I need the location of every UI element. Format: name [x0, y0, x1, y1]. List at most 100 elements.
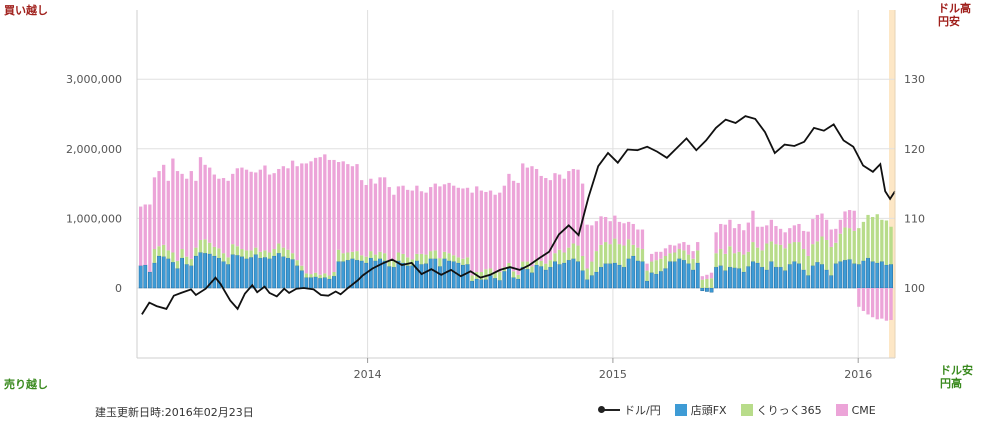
- bar-fx: [161, 256, 166, 289]
- bar-cme: [484, 191, 488, 270]
- bar-click365: [866, 214, 870, 259]
- bar-cme: [272, 173, 276, 250]
- bar-fx: [852, 263, 857, 289]
- bar-cme: [880, 288, 884, 319]
- legend-label: CME: [851, 403, 876, 417]
- bar-cme: [737, 223, 741, 252]
- bar-click365: [576, 245, 580, 262]
- bar-click365: [709, 278, 714, 288]
- bar-click365: [677, 249, 681, 259]
- bar-click365: [221, 253, 226, 262]
- bar-fx: [502, 271, 507, 289]
- bar-cme: [318, 157, 322, 275]
- bar-fx: [774, 266, 778, 289]
- bar-cme: [221, 178, 226, 254]
- bar-cme: [562, 178, 566, 253]
- bar-click365: [382, 253, 387, 261]
- bar-cme: [585, 224, 589, 269]
- bar-fx: [152, 262, 157, 289]
- bar-fx: [304, 277, 309, 289]
- bar-cme: [148, 204, 152, 272]
- bar-cme: [866, 288, 870, 315]
- bar-click365: [212, 246, 216, 256]
- bar-cme: [507, 173, 511, 263]
- plot-frame: [136, 10, 896, 359]
- legend-label: くりっく365: [756, 404, 822, 417]
- y-tick-label-left: 3,000,000: [66, 73, 122, 86]
- bar-fx: [286, 257, 290, 289]
- bar-cme: [415, 185, 419, 254]
- bar-fx: [332, 275, 336, 289]
- bar-click365: [281, 247, 286, 257]
- bar-fx: [419, 264, 424, 289]
- bar-click365: [755, 247, 760, 263]
- bar-cme: [530, 166, 534, 267]
- bar-click365: [359, 255, 364, 261]
- bar-fx: [640, 261, 645, 289]
- bar-fx: [815, 262, 820, 289]
- bar-cme: [157, 171, 161, 247]
- bar-fx: [539, 266, 544, 289]
- bar-click365: [778, 244, 783, 268]
- legend-item-click365[interactable]: くりっく365: [740, 402, 822, 418]
- bar-cme: [166, 180, 170, 251]
- bar-click365: [295, 260, 299, 266]
- bar-click365: [783, 248, 787, 271]
- bar-click365: [208, 242, 212, 254]
- bar-cme: [456, 187, 460, 258]
- bar-cme: [599, 216, 603, 245]
- bar-fx: [212, 255, 217, 289]
- bar-click365: [714, 253, 718, 268]
- bar-fx: [889, 264, 893, 289]
- legend-item-fx[interactable]: 店頭FX: [674, 402, 727, 418]
- legend-item-cme[interactable]: CME: [835, 403, 876, 417]
- bar-cme: [755, 226, 760, 248]
- bar-cme: [249, 171, 253, 251]
- bar-click365: [760, 250, 764, 268]
- bar-cme: [668, 244, 672, 254]
- bar-click365: [548, 260, 553, 268]
- bar-cme: [663, 248, 668, 256]
- update-timestamp: 建玉更新日時:2016年02月23日: [95, 406, 254, 419]
- bar-cme: [378, 177, 382, 252]
- bar-click365: [189, 258, 193, 266]
- bar-click365: [313, 272, 318, 277]
- bar-cme: [359, 180, 364, 256]
- bar-click365: [806, 255, 810, 276]
- bar-fx: [230, 254, 235, 289]
- bar-click365: [884, 220, 889, 266]
- bar-click365: [567, 247, 571, 261]
- bar-cme: [373, 183, 378, 255]
- bar-fx: [746, 266, 751, 289]
- bar-click365: [585, 268, 589, 280]
- bar-fx: [668, 261, 672, 289]
- bar-fx: [764, 269, 769, 289]
- bar-click365: [484, 269, 488, 280]
- bar-click365: [622, 245, 626, 268]
- bar-click365: [608, 244, 612, 264]
- bar-click365: [590, 261, 594, 276]
- bar-fx: [175, 268, 180, 289]
- bar-cme: [143, 204, 147, 266]
- bar-cme: [691, 251, 695, 259]
- bar-cme: [180, 173, 184, 250]
- usd-jpy-line: [141, 115, 896, 315]
- bar-fx: [474, 278, 479, 289]
- bar-click365: [498, 271, 502, 281]
- bar-fx: [313, 276, 318, 289]
- bar-click365: [705, 278, 709, 288]
- bar-click365: [682, 250, 686, 261]
- bar-cme: [705, 274, 709, 279]
- legend-label: ドル/円: [624, 404, 661, 417]
- bar-click365: [626, 239, 631, 259]
- bar-fx: [608, 263, 613, 289]
- bar-cme: [203, 164, 207, 240]
- bar-click365: [673, 252, 677, 262]
- bar-cme: [594, 221, 599, 252]
- legend-item-usdjpy[interactable]: ドル/円: [598, 402, 661, 418]
- bar-fx: [470, 280, 475, 289]
- bar-cme: [797, 223, 801, 243]
- bar-fx: [723, 270, 728, 289]
- bar-cme: [493, 194, 497, 272]
- bar-click365: [419, 253, 424, 265]
